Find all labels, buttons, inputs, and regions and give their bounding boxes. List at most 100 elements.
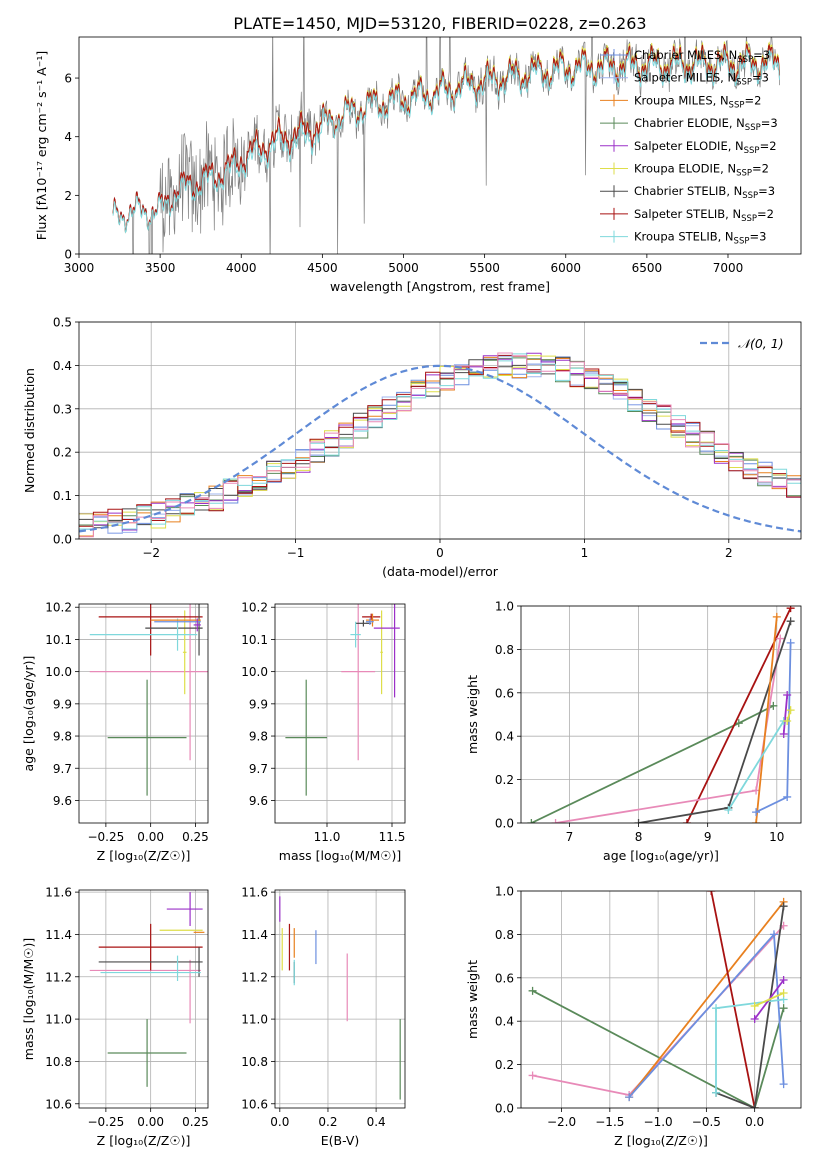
panel-spectrum: 3000 3500 4000 4500 5000 5500 6000 6500 7000 0 2 4 6…	[34, 36, 802, 294]
weight-marker	[779, 730, 788, 739]
axes-frame	[78, 603, 209, 824]
weight-line	[727, 720, 785, 811]
x-tick-label: 2	[725, 546, 733, 560]
grid	[275, 604, 405, 823]
weight-marker	[750, 1015, 759, 1024]
y-tick-label: 10.0	[45, 665, 72, 679]
y-axis-label: age [log₁₀(age/yr)]	[21, 656, 36, 772]
x-tick-label: −0.25	[87, 830, 124, 844]
x-tick-label: 3000	[64, 261, 95, 275]
weight-marker	[528, 1071, 537, 1080]
y-tick-label: 0.8	[495, 643, 514, 657]
x-tick-label: 0.0	[745, 1115, 764, 1129]
panel-weight-vs-Z: −2.0 −1.5 −1.0 −0.5 0.0 0.0 0.2 0.4 0.6 0.8 1.0 Z […	[465, 885, 802, 1148]
axes: −2.0 −1.5 −1.0 −0.5 0.0 0.0 0.2 0.4 0.6 0.8 1.0 Z […	[465, 885, 802, 1148]
weight-marker	[779, 1004, 788, 1013]
x-axis-label: Z [log₁₀(Z/Z☉)]	[97, 848, 191, 863]
histogram-chabrier-stelib	[79, 356, 801, 529]
plot-area	[79, 352, 801, 538]
legend-entry: Chabrier STELIB, NSSP=3	[634, 184, 775, 201]
x-axis-label: wavelength [Angstrom, rest frame]	[330, 279, 550, 294]
weight-marker	[783, 690, 792, 699]
panel-mass-vs-ebv: 0.0 0.2 0.4 10.6 10.8 11.0 11.2 11.4 11.6 E(B-V)	[241, 886, 406, 1148]
legend-entry: Salpeter ELODIE, NSSP=2	[634, 139, 777, 156]
x-tick-label: 0.2	[318, 1115, 337, 1129]
y-tick-label: 10.1	[45, 633, 72, 647]
x-tick-label: −2	[142, 546, 160, 560]
x-tick-label: 5000	[388, 261, 419, 275]
x-tick-label: −2.0	[547, 1115, 576, 1129]
y-tick-label: 10.2	[45, 601, 72, 615]
y-tick-label: 0.2	[53, 446, 72, 460]
error-bar-point	[285, 679, 327, 796]
x-tick-label: 0.00	[137, 830, 164, 844]
normal-curve	[79, 364, 801, 533]
legend-suffix: =3	[761, 116, 778, 130]
axes-frame	[78, 36, 802, 255]
panel-residuals: −2 −1 0 1 2 0.0 0.1 0.2 0.3 0.4 0.5 (data-model)/er…	[22, 316, 802, 579]
y-tick-label: 11.0	[241, 1013, 268, 1027]
y-tick-label: 4	[64, 130, 72, 144]
weight-marker	[724, 805, 733, 814]
y-tick-label: 0.1	[53, 489, 72, 503]
y-tick-label: 0.0	[495, 817, 514, 831]
grid	[79, 890, 208, 1108]
legend-label: Kroupa STELIB, N	[634, 230, 734, 244]
x-tick-label: −1.0	[644, 1115, 673, 1129]
y-tick-label: 11.2	[241, 970, 268, 984]
plot-area	[89, 604, 208, 796]
y-tick-label: 11.4	[45, 928, 72, 942]
axes-frame	[78, 889, 209, 1109]
y-tick-label: 10.6	[241, 1097, 268, 1111]
x-tick-label: 5500	[469, 261, 500, 275]
weight-marker	[734, 719, 743, 728]
grid	[79, 321, 801, 540]
error-bar-point	[193, 618, 201, 632]
legend-entry: Kroupa STELIB, NSSP=3	[634, 230, 766, 247]
error-bar-point	[366, 618, 374, 625]
y-axis-label: mass [log₁₀(M/M☉)]	[21, 938, 36, 1060]
y-tick-label: 10.6	[45, 1097, 72, 1111]
y-tick-label: 0.4	[53, 359, 72, 373]
weight-line	[754, 992, 784, 1007]
legend-label: Salpeter STELIB, N	[634, 207, 741, 221]
y-tick-label: 11.2	[45, 970, 72, 984]
y-tick-label: 9.8	[53, 730, 72, 744]
x-tick-label: 11.0	[314, 830, 341, 844]
y-tick-label: 9.7	[53, 762, 72, 776]
histogram-kroupa-stelib	[79, 353, 801, 530]
legend-label: Kroupa ELODIE, N	[634, 162, 736, 176]
axes-frame	[78, 321, 802, 540]
weight-marker	[625, 1093, 634, 1102]
weight-marker	[779, 902, 788, 911]
weight-marker	[779, 988, 788, 997]
y-tick-label: 11.6	[45, 886, 72, 900]
x-tick-label: 6500	[632, 261, 663, 275]
legend-entry: Chabrier ELODIE, NSSP=3	[634, 116, 778, 133]
x-tick-label: 7000	[713, 261, 744, 275]
y-tick-label: 11.4	[241, 928, 268, 942]
y-tick-label: 0.4	[495, 730, 514, 744]
x-tick-label: 6000	[550, 261, 581, 275]
x-tick-label: 0.4	[367, 1115, 386, 1129]
x-tick-label: 4000	[226, 261, 257, 275]
axes: −0.25 0.00 0.25 9.6 9.7 9.8 9.9 10.0 10.1 10.2 Z […	[21, 601, 209, 863]
x-tick-label: 3500	[145, 261, 176, 275]
legend-sub: SSP	[745, 123, 761, 133]
weight-marker	[776, 634, 785, 643]
x-tick-label: 0.00	[137, 1115, 164, 1129]
x-tick-label: 11.5	[379, 830, 406, 844]
weight-marker	[786, 706, 795, 715]
legend-suffix: =3	[749, 230, 766, 244]
weight-marker	[772, 612, 781, 621]
axes: 7 8 9 10 0.0 0.2 0.4 0.6 0.8 1.0 age [log₁₀(age/yr…	[465, 600, 802, 863]
legend-suffix: =3	[753, 48, 770, 62]
grid	[521, 605, 801, 824]
y-tick-label: 11.6	[241, 886, 268, 900]
figure-title: PLATE=1450, MJD=53120, FIBERID=0228, z=0…	[233, 14, 646, 33]
error-bar-point	[366, 613, 379, 627]
weight-marker	[551, 819, 560, 823]
legend-suffix: =2	[757, 207, 774, 221]
error-bar-point	[380, 610, 383, 695]
